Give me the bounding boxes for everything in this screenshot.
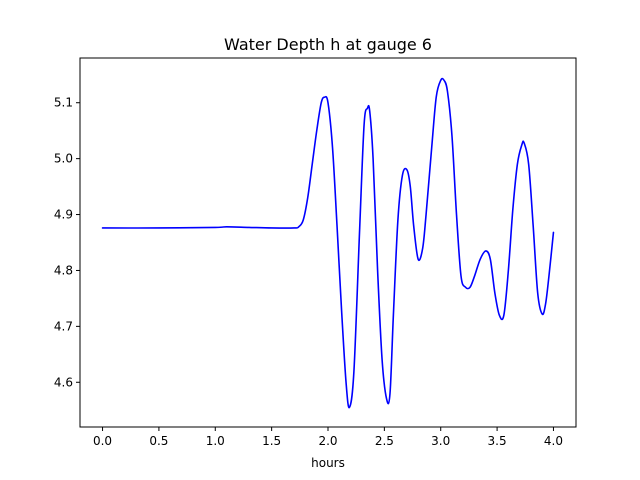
y-axis-ticks: 4.6 4.7 4.8 4.9 5.0 5.1	[54, 96, 80, 389]
x-tick-label: 0.5	[149, 434, 168, 448]
y-tick-label: 5.1	[54, 96, 73, 110]
y-tick-label: 4.7	[54, 319, 73, 333]
chart-title: Water Depth h at gauge 6	[224, 35, 432, 54]
x-tick-label: 4.0	[544, 434, 563, 448]
x-tick-label: 2.5	[375, 434, 394, 448]
x-tick-label: 0.0	[93, 434, 112, 448]
x-tick-label: 1.5	[262, 434, 281, 448]
y-tick-label: 4.6	[54, 375, 73, 389]
x-tick-label: 2.0	[318, 434, 337, 448]
y-tick-label: 5.0	[54, 152, 73, 166]
plot-area	[79, 57, 577, 428]
x-axis-ticks: 0.0 0.5 1.0 1.5 2.0 2.5 3.0 3.5 4.0	[93, 427, 563, 448]
y-tick-label: 4.9	[54, 208, 73, 222]
x-axis-label: hours	[311, 456, 345, 470]
plot-frame	[79, 57, 577, 428]
y-tick-label: 4.8	[54, 263, 73, 277]
x-tick-label: 1.0	[206, 434, 225, 448]
x-tick-label: 3.0	[431, 434, 450, 448]
series-line	[101, 77, 555, 409]
x-tick-label: 3.5	[488, 434, 507, 448]
